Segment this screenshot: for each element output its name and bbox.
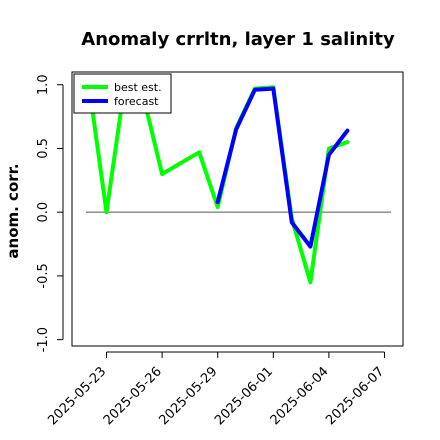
x-axis: 2025-05-232025-05-262025-05-292025-06-01… [45, 351, 387, 428]
legend-label-best-est: best est. [114, 81, 162, 94]
series-line-forecast [215, 86, 350, 249]
y-axis-label: anom. corr. [4, 163, 22, 258]
y-tick-label: -0.5 [36, 263, 51, 288]
x-tick-label: 2025-06-01 [212, 364, 276, 428]
x-tick-label: 2025-05-26 [101, 364, 165, 428]
plot-frame [71, 71, 404, 347]
x-tick-label: 2025-05-23 [45, 364, 109, 428]
chart-title: Anomaly crrltn, layer 1 salinity [81, 29, 395, 50]
y-axis: -1.0 -0.5 0.0 0.5 1.0 [36, 74, 64, 352]
legend-box [73, 73, 172, 114]
y-tick-label: 0.5 [36, 138, 51, 159]
y-tick-label: -1.0 [36, 327, 51, 352]
y-tick-label: 0.0 [36, 202, 51, 223]
x-tick-label: 2025-05-29 [156, 364, 220, 428]
legend-label-forecast: forecast [114, 95, 159, 108]
y-tick-label: 1.0 [36, 74, 51, 95]
x-tick-label: 2025-06-07 [323, 364, 387, 428]
x-tick-label: 2025-06-04 [268, 364, 332, 428]
legend: best est. forecast [73, 73, 172, 114]
